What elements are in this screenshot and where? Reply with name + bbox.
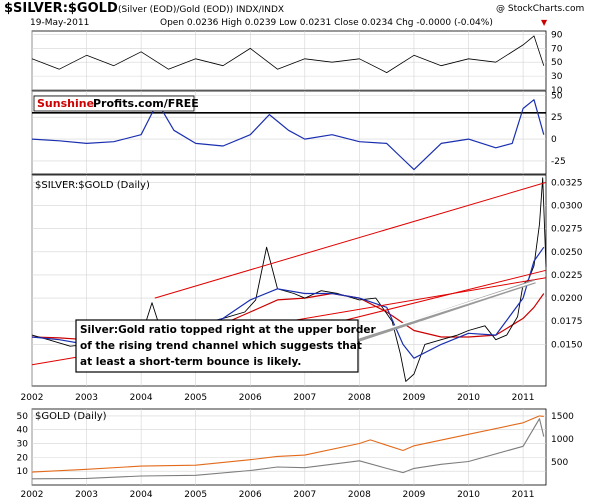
rsi-tick-label: 90 <box>551 30 563 40</box>
year-tick-label: 2008 <box>348 393 371 403</box>
macd-tick-label: 25 <box>551 113 562 123</box>
price-tick-label: 0.0250 <box>551 248 583 258</box>
year-tick-label: 2011 <box>512 393 535 403</box>
gold-right-tick-label: 1500 <box>551 412 574 422</box>
year-tick-label: 2009 <box>403 393 426 403</box>
annotation-callout: Silver:Gold ratio topped right at the up… <box>75 319 376 373</box>
year-tick-label: 2005 <box>184 393 207 403</box>
macd-tick-label: 50 <box>551 91 563 101</box>
secondary-line <box>31 418 545 480</box>
gold-year-tick-label: 2003 <box>75 490 98 500</box>
year-tick-label: 2006 <box>239 393 262 403</box>
rsi-tick-label: 10 <box>551 86 563 96</box>
chart-title: $SILVER:$GOLD <box>4 1 118 16</box>
rsi-line <box>31 35 545 73</box>
gold-year-tick-label: 2005 <box>184 490 207 500</box>
chart-subtitle: (Silver (EOD)/Gold (EOD)) INDX/INDX <box>118 5 284 15</box>
brand-profits: Profits.com/FREE <box>93 97 199 110</box>
gold-left-tick-label: 30 <box>17 440 29 450</box>
down-arrow-icon: ▼ <box>541 18 548 27</box>
watermark: @ StockCharts.com <box>496 4 584 14</box>
rsi-tick-label: 30 <box>551 72 563 82</box>
price-tick-label: 0.0225 <box>551 271 583 281</box>
ohlc-readout: Open 0.0236 High 0.0239 Low 0.0231 Close… <box>160 18 493 28</box>
gold-left-tick-label: 20 <box>17 453 29 463</box>
year-tick-label: 2003 <box>75 393 98 403</box>
gold-price-line <box>31 415 544 473</box>
macd-tick-label: 0 <box>551 135 557 145</box>
rsi-tick-label: 50 <box>551 58 563 68</box>
year-tick-label: 2002 <box>21 393 44 403</box>
gold-year-tick-label: 2006 <box>239 490 262 500</box>
sunshine-profits-label: Sunshine Profits.com/FREE <box>33 95 199 112</box>
gold-year-tick-label: 2007 <box>293 490 316 500</box>
year-tick-label: 2010 <box>457 393 480 403</box>
gold-right-tick-label: 1000 <box>551 435 574 445</box>
annotation-line-1: Silver:Gold ratio topped right at the up… <box>80 324 376 336</box>
price-tick-label: 0.0325 <box>551 178 583 188</box>
gold-panel-label: $GOLD (Daily) <box>35 411 107 422</box>
trendline <box>154 181 547 299</box>
year-tick-label: 2007 <box>293 393 316 403</box>
brand-sunshine: Sunshine <box>37 97 94 110</box>
price-tick-label: 0.0150 <box>551 340 583 350</box>
rsi-tick-label: 70 <box>551 44 563 54</box>
price-tick-label: 0.0175 <box>551 317 583 327</box>
gold-left-tick-label: 50 <box>17 412 29 422</box>
gold-year-tick-label: 2004 <box>130 490 153 500</box>
price-tick-label: 0.0200 <box>551 294 583 304</box>
gold-right-tick-label: 500 <box>551 458 568 468</box>
gold-year-tick-label: 2009 <box>403 490 426 500</box>
gold-year-tick-label: 2002 <box>21 490 44 500</box>
price-tick-label: 0.0300 <box>551 202 583 212</box>
gold-left-tick-label: 40 <box>17 426 29 436</box>
year-tick-label: 2004 <box>130 393 153 403</box>
gold-year-tick-label: 2010 <box>457 490 480 500</box>
gold-year-tick-label: 2011 <box>512 490 535 500</box>
price-panel-label: $SILVER:$GOLD (Daily) <box>35 180 150 191</box>
chart-date: 19-May-2011 <box>30 18 89 28</box>
price-tick-label: 0.0275 <box>551 225 583 235</box>
annotation-line-2: of the rising trend channel which sugges… <box>80 340 362 352</box>
annotation-line-3: at least a short-term bounce is likely. <box>80 356 301 368</box>
macd-line <box>31 99 545 171</box>
callout-arrow <box>357 280 536 339</box>
macd-tick-label: -25 <box>551 157 566 167</box>
gold-left-tick-label: 10 <box>17 467 29 477</box>
gold-year-tick-label: 2008 <box>348 490 371 500</box>
